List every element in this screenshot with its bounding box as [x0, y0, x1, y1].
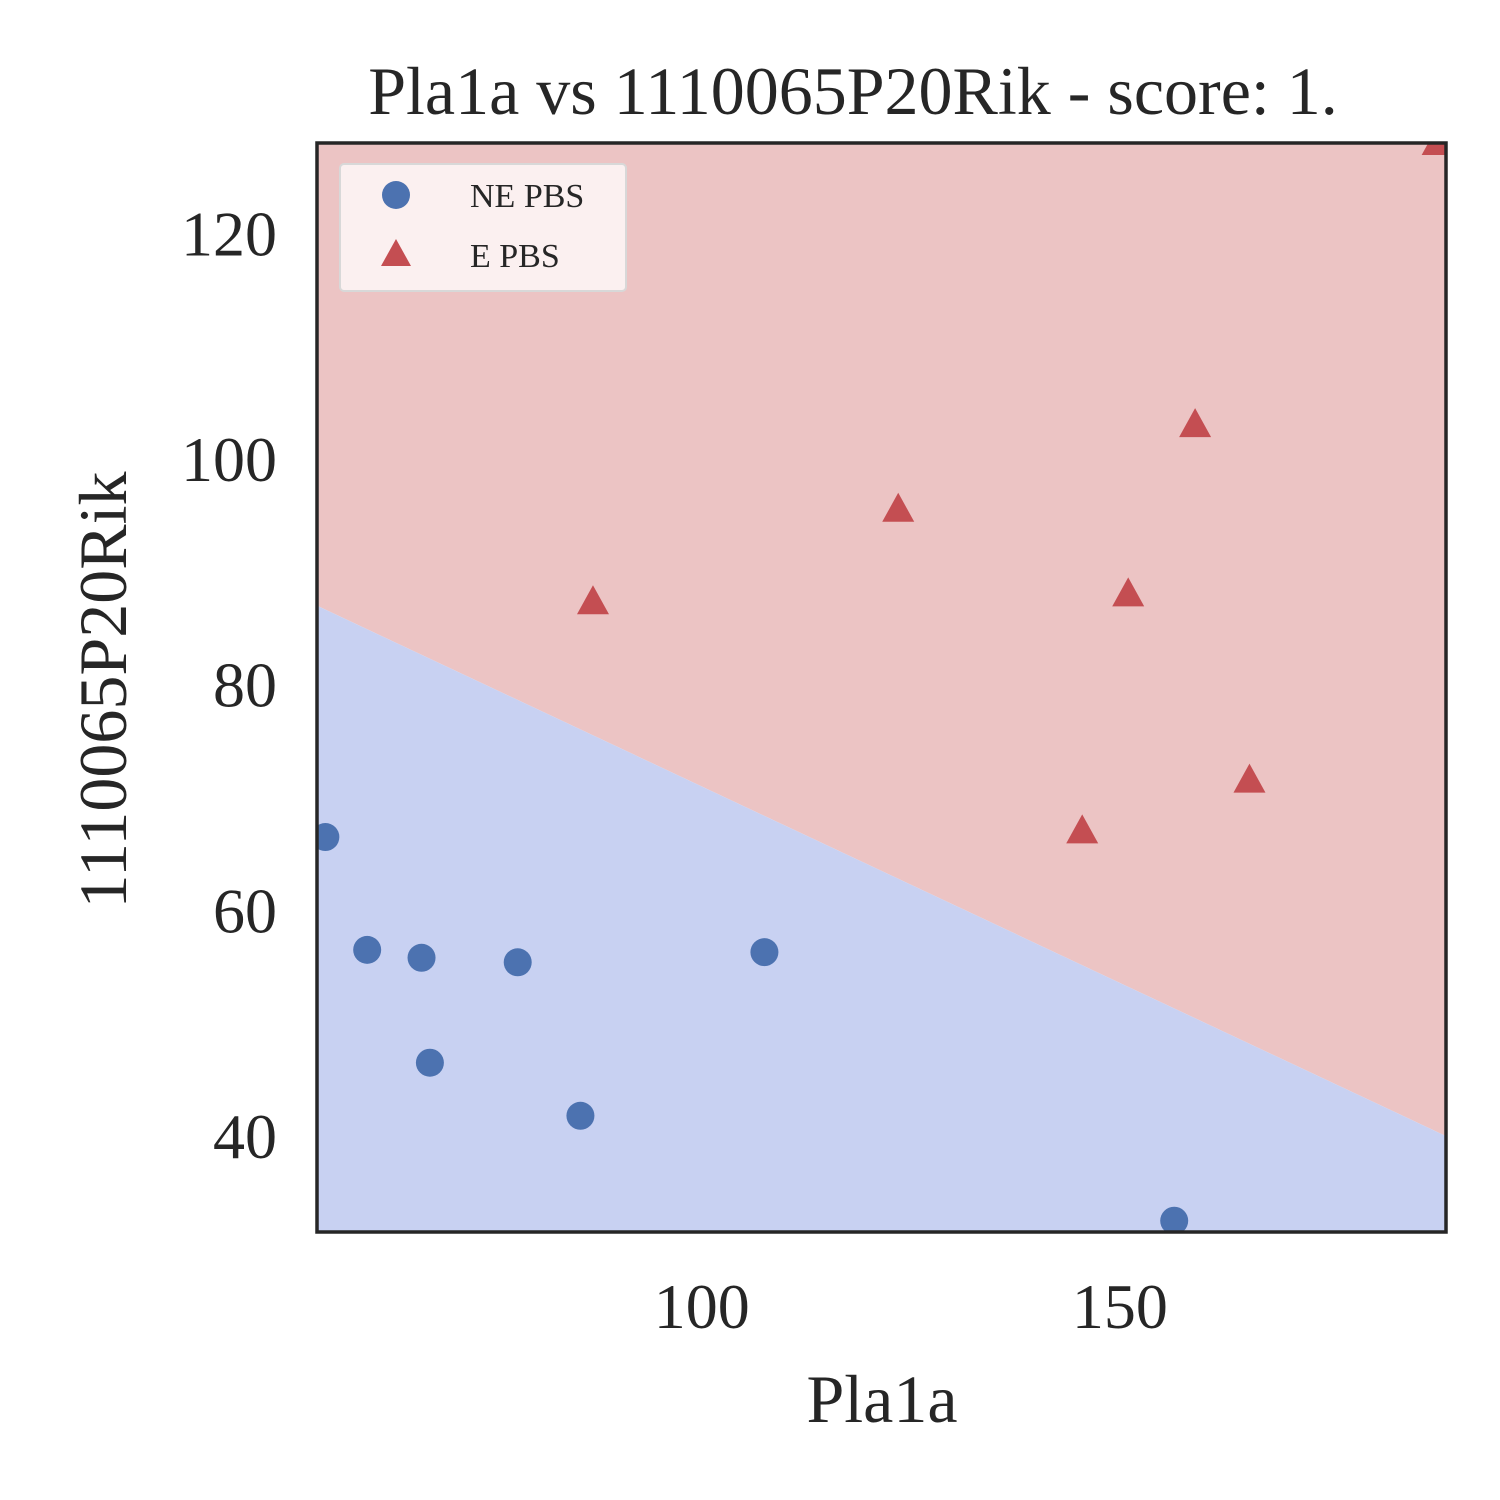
chart-title: Pla1a vs 1110065P20Rik - score: 1. [368, 53, 1338, 129]
y-axis-label: 1110065P20Rik [65, 471, 141, 908]
point-ne-pbs [750, 938, 779, 967]
point-e-pbs [1421, 143, 1446, 155]
data-points [317, 143, 1446, 1232]
y-tick-label: 80 [213, 650, 277, 721]
legend: NE PBS E PBS [339, 163, 627, 292]
x-tick-label: 150 [1072, 1271, 1168, 1342]
legend-label-e-pbs: E PBS [470, 238, 560, 275]
point-e-pbs [1233, 763, 1266, 793]
y-axis-ticks: 40 60 80 100 120 [181, 198, 277, 1172]
legend-box [339, 163, 627, 292]
point-ne-pbs [353, 935, 382, 964]
point-ne-pbs [503, 948, 532, 977]
point-ne-pbs [317, 823, 340, 852]
decision-regions [317, 143, 1446, 1232]
point-ne-pbs [415, 1048, 444, 1077]
region-e-pbs [317, 143, 1446, 1137]
x-tick-label: 100 [654, 1271, 750, 1342]
x-axis-ticks: 100 150 [654, 1271, 1168, 1342]
point-e-pbs [576, 585, 609, 615]
point-e-pbs [1179, 408, 1212, 438]
y-tick-label: 40 [213, 1101, 277, 1172]
y-tick-label: 100 [181, 424, 277, 495]
point-ne-pbs [566, 1101, 595, 1130]
point-e-pbs [1112, 577, 1145, 607]
region-ne-pbs [317, 605, 1446, 1232]
legend-circle-marker [382, 181, 410, 209]
point-ne-pbs [1160, 1206, 1189, 1232]
y-tick-label: 60 [213, 875, 277, 946]
point-e-pbs [882, 492, 915, 522]
point-e-pbs [1066, 814, 1099, 844]
point-ne-pbs [407, 943, 436, 972]
x-axis-label: Pla1a [806, 1361, 957, 1437]
legend-label-ne-pbs: NE PBS [470, 178, 584, 215]
plot-frame [315, 141, 1448, 1234]
y-tick-label: 120 [181, 198, 277, 269]
legend-triangle-marker [381, 239, 411, 266]
